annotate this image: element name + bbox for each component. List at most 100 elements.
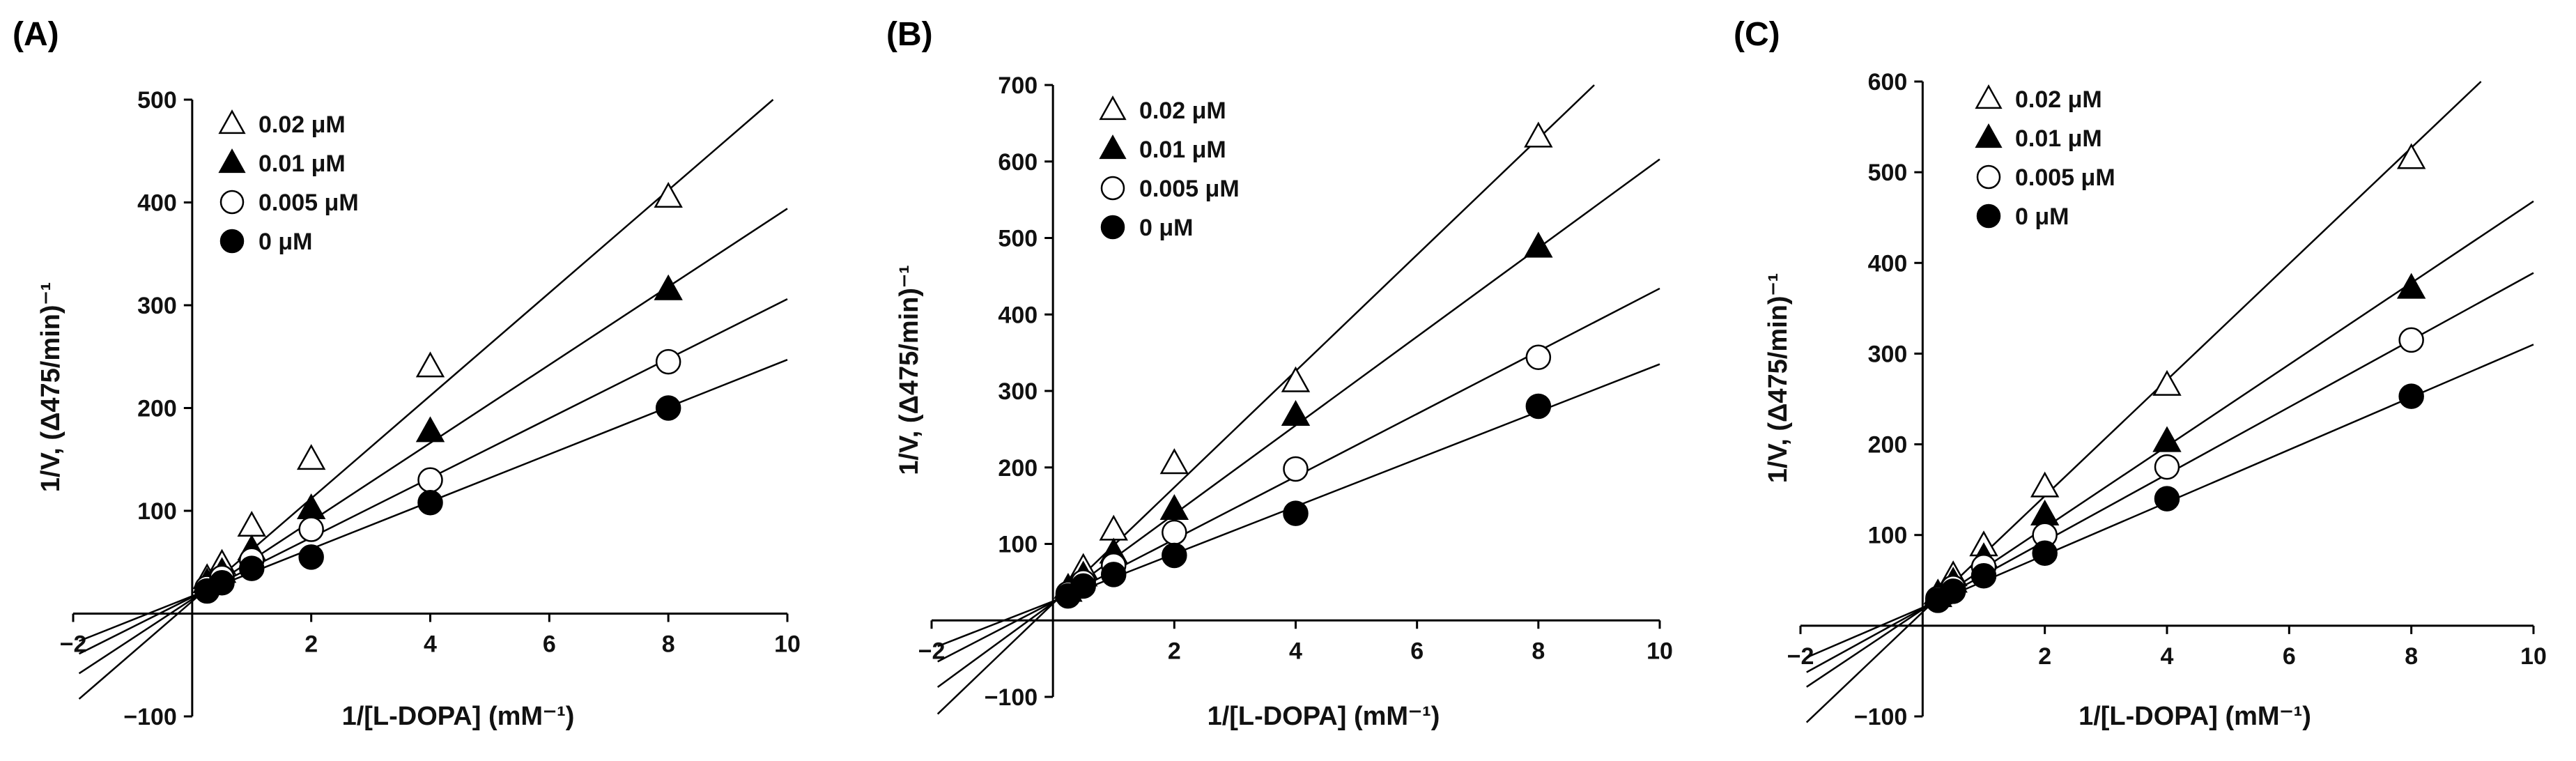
legend-label-c-0-005: 0.005 μM	[2015, 164, 2115, 191]
legend-label-c-0: 0 μM	[2015, 203, 2069, 230]
x-tick-label-b-1: 2	[1168, 638, 1181, 664]
point-b-0-01-5	[1524, 231, 1553, 258]
point-c-0-4	[2154, 486, 2180, 512]
y-tick-label-a-4: 400	[137, 190, 177, 217]
point-c-0-2	[1970, 563, 1997, 589]
panel-c: (C) −2 2 4 6 8 10 −100 100 200 300 400 500 600 0.02 μ…	[1717, 0, 2575, 761]
panel-label-a: (A)	[13, 16, 59, 53]
y-tick-label-a-2: 200	[137, 396, 177, 422]
y-axis-title-c: 1/V, (Δ475/min)⁻¹	[1764, 273, 1793, 484]
legend-label-a-0-01: 0.01 μM	[259, 151, 346, 177]
x-axis-title-c: 1/[L-DOPA] (mM⁻¹)	[2078, 702, 2311, 731]
y-tick-label-b-7: 700	[998, 72, 1038, 99]
legend-label-b-0: 0 μM	[1139, 215, 1193, 241]
legend-marker-c-0	[1976, 203, 2001, 229]
x-axis-title-b: 1/[L-DOPA] (mM⁻¹)	[1208, 702, 1440, 731]
y-tick-label-b-5: 500	[998, 226, 1038, 252]
point-a-0-005-3	[298, 516, 324, 542]
x-tick-label-c-3: 6	[2283, 643, 2296, 670]
y-tick-label-c-4: 400	[1868, 250, 1908, 277]
legend-label-a-0-005: 0.005 μM	[259, 190, 359, 216]
x-tick-label-a-0: −2	[60, 631, 87, 658]
legend-label-b-0-005: 0.005 μM	[1139, 176, 1240, 202]
x-tick-label-b-4: 8	[1532, 638, 1545, 664]
y-tick-label-b-2: 200	[998, 455, 1038, 482]
point-a-0-02-4	[415, 351, 445, 378]
y-axis-title-b: 1/V, (Δ475/min)⁻¹	[895, 265, 924, 475]
x-tick-label-c-4: 8	[2405, 643, 2418, 670]
point-b-0-4	[1283, 500, 1309, 526]
legend-label-a-0-02: 0.02 μM	[259, 112, 346, 138]
y-tick-label-a-0: −100	[123, 704, 177, 730]
point-b-0-02-4	[1281, 366, 1311, 392]
legend-marker-c-0-02	[1975, 84, 2003, 109]
fit-line-a-0-02	[78, 99, 774, 700]
point-b-0-005-3	[1162, 519, 1187, 546]
point-a-0-02-5	[654, 182, 683, 208]
point-c-0-3	[2032, 540, 2058, 566]
point-c-0-02-5	[2396, 143, 2426, 169]
y-tick-label-b-1: 100	[998, 532, 1038, 558]
point-a-0-02-2	[237, 511, 266, 537]
y-tick-label-c-0: −100	[1854, 704, 1908, 730]
point-b-0-02-3	[1159, 448, 1189, 475]
point-b-0-01-3	[1159, 494, 1189, 521]
legend-marker-a-0-005	[219, 190, 245, 215]
point-b-0-02-5	[1524, 121, 1553, 148]
x-tick-label-c-2: 4	[2161, 643, 2174, 670]
legend-marker-b-0-005	[1100, 176, 1125, 201]
x-tick-label-b-5: 10	[1646, 638, 1673, 664]
y-tick-label-a-5: 500	[137, 87, 177, 114]
point-a-0-1	[209, 570, 235, 596]
point-a-0-3	[298, 544, 324, 570]
panel-label-b: (B)	[886, 16, 933, 53]
y-tick-label-c-1: 100	[1868, 523, 1908, 549]
point-c-0-005-4	[2154, 454, 2180, 480]
y-tick-label-b-4: 400	[998, 302, 1038, 328]
x-tick-label-b-2: 4	[1289, 638, 1302, 664]
point-c-0-1	[1940, 578, 1966, 604]
point-a-0-005-4	[417, 467, 443, 493]
legend-marker-b-0-02	[1099, 95, 1127, 121]
point-b-0-5	[1525, 393, 1552, 420]
y-tick-label-c-3: 300	[1868, 341, 1908, 367]
point-c-0-01-5	[2396, 272, 2426, 299]
point-c-0-01-4	[2152, 426, 2182, 452]
point-b-0-02-2	[1099, 514, 1128, 541]
legend-marker-a-0-02	[218, 109, 246, 134]
y-axis-title-a: 1/V, (Δ475/min)⁻¹	[36, 282, 65, 493]
legend-marker-c-0-005	[1976, 164, 2001, 190]
x-tick-label-a-3: 6	[543, 631, 556, 658]
y-tick-label-c-5: 500	[1868, 160, 1908, 186]
legend-label-a-0: 0 μM	[259, 229, 312, 255]
y-tick-label-a-3: 300	[137, 293, 177, 319]
point-c-0-5	[2398, 383, 2424, 409]
fit-line-b-0-02	[936, 84, 1595, 715]
point-b-0-005-5	[1525, 344, 1552, 370]
point-a-0-2	[239, 555, 265, 581]
point-b-0-1	[1070, 573, 1096, 599]
point-a-0-01-4	[415, 416, 445, 443]
point-a-0-02-3	[296, 444, 326, 470]
legend-marker-b-0-01	[1099, 134, 1127, 160]
chart-a: −2 2 4 6 8 10 −100 100 200 300 400 500 0.02 μM 0.01 μ…	[36, 87, 801, 731]
point-b-0-005-4	[1283, 456, 1309, 482]
y-tick-label-a-1: 100	[137, 498, 177, 525]
panel-label-c: (C)	[1734, 16, 1780, 53]
x-tick-label-c-1: 2	[2038, 643, 2051, 670]
y-tick-label-b-0: −100	[985, 684, 1038, 711]
legend-marker-a-0-01	[218, 148, 246, 174]
panel-a: (A) −2 2 4 6 8 10 −100 100 200 300 400 500 0.02 μM 0.…	[0, 0, 858, 761]
legend-marker-c-0-01	[1975, 123, 2003, 148]
x-tick-label-c-5: 10	[2520, 643, 2547, 670]
x-tick-label-b-3: 6	[1410, 638, 1424, 664]
point-b-0-3	[1162, 542, 1187, 569]
point-a-0-005-5	[655, 348, 681, 375]
legend-marker-a-0	[219, 229, 245, 254]
point-b-0-2	[1101, 562, 1127, 587]
point-c-0-005-5	[2398, 327, 2424, 353]
y-tick-label-c-6: 600	[1868, 69, 1908, 95]
point-c-0-02-4	[2152, 369, 2182, 396]
